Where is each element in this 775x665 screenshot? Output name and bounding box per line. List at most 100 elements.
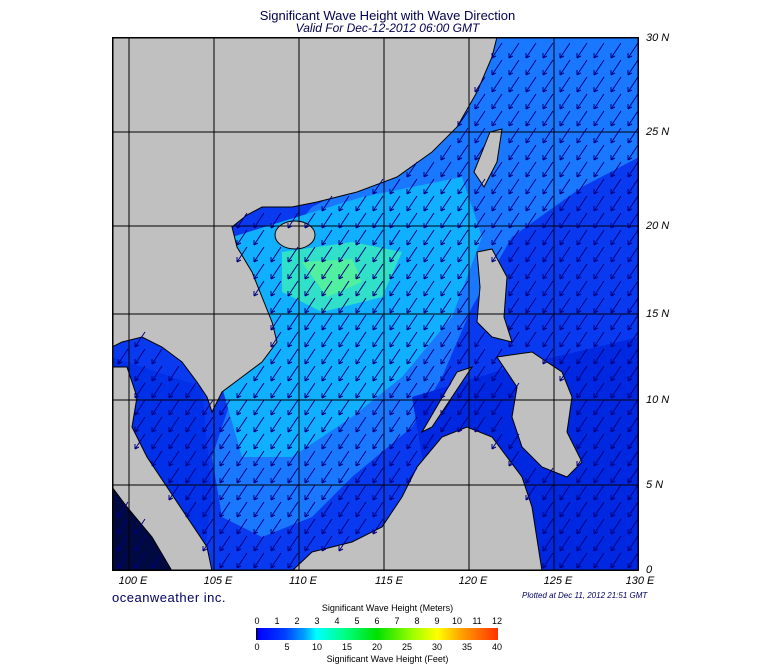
wave-direction-arrow [542, 93, 554, 110]
wave-direction-arrow [542, 331, 554, 348]
wave-direction-arrow [270, 331, 282, 348]
wave-direction-arrow [321, 297, 333, 314]
wave-direction-arrow [457, 110, 469, 127]
wave-direction-arrow [253, 263, 265, 280]
wave-direction-arrow [576, 110, 588, 127]
wave-direction-arrow [542, 552, 554, 569]
wave-direction-arrow [610, 110, 622, 127]
wave-direction-arrow [627, 331, 639, 348]
wave-direction-arrow [525, 246, 537, 263]
wave-direction-arrow [168, 399, 180, 416]
lon-label: 115 E [375, 575, 403, 587]
wave-direction-arrow [559, 93, 571, 110]
wave-direction-arrow [559, 76, 571, 93]
wave-direction-arrow [593, 314, 605, 331]
wave-direction-arrow [287, 552, 299, 569]
wave-direction-arrow [593, 144, 605, 161]
wave-direction-arrow [423, 212, 435, 229]
wave-direction-arrow [304, 518, 316, 535]
wave-direction-arrow [559, 535, 571, 552]
wave-direction-arrow [134, 433, 146, 450]
wave-direction-arrow [304, 263, 316, 280]
wave-height-map [112, 37, 639, 571]
lat-label: 30 N [646, 32, 670, 44]
colorbar-tick: 12 [491, 616, 503, 626]
colorbar-tick: 11 [472, 616, 482, 626]
wave-direction-arrow [219, 450, 231, 467]
wave-direction-arrow [270, 263, 282, 280]
wave-direction-arrow [236, 467, 248, 484]
wave-direction-arrow [338, 246, 350, 263]
wave-direction-arrow [525, 76, 537, 93]
wave-direction-arrow [440, 314, 452, 331]
wave-direction-arrow [134, 399, 146, 416]
wave-direction-arrow [219, 399, 231, 416]
wave-direction-arrow [406, 212, 418, 229]
wave-direction-arrow [270, 314, 282, 331]
wave-direction-arrow [202, 416, 214, 433]
wave-direction-arrow [338, 416, 350, 433]
wave-direction-arrow [457, 178, 469, 195]
wave-direction-arrow [593, 93, 605, 110]
wave-direction-arrow [610, 59, 622, 76]
wave-direction-arrow [610, 399, 622, 416]
wave-direction-arrow [168, 467, 180, 484]
wave-direction-arrow [525, 127, 537, 144]
wave-direction-arrow [304, 297, 316, 314]
wave-direction-arrow [576, 535, 588, 552]
wave-direction-arrow [236, 212, 248, 229]
wave-direction-arrow [253, 382, 265, 399]
wave-direction-arrow [219, 552, 231, 569]
wave-direction-arrow [525, 42, 537, 59]
wave-direction-arrow [593, 195, 605, 212]
wave-direction-arrow [576, 518, 588, 535]
wave-direction-arrow [491, 110, 503, 127]
wave-direction-arrow [440, 161, 452, 178]
wave-direction-arrow [508, 195, 520, 212]
wave-direction-arrow [304, 280, 316, 297]
wave-direction-arrow [508, 127, 520, 144]
wave-direction-arrow [593, 42, 605, 59]
wave-direction-arrows [117, 42, 639, 569]
wave-direction-arrow [406, 178, 418, 195]
wave-direction-arrow [474, 110, 486, 127]
wave-direction-arrow [185, 450, 197, 467]
colorbar-tick: 7 [394, 616, 400, 626]
land-malay-peninsula [112, 366, 213, 571]
wave-direction-arrow [457, 229, 469, 246]
wave-direction-arrow [525, 59, 537, 76]
wave-direction-arrow [389, 297, 401, 314]
wave-direction-arrow [491, 229, 503, 246]
wave-direction-arrow [593, 110, 605, 127]
wave-direction-arrow [610, 144, 622, 161]
wave-direction-arrow [355, 399, 367, 416]
wave-direction-arrow [440, 195, 452, 212]
wave-direction-arrow [508, 110, 520, 127]
wave-direction-arrow [321, 399, 333, 416]
wave-direction-arrow [593, 59, 605, 76]
wave-direction-arrow [270, 246, 282, 263]
wave-direction-arrow [355, 518, 367, 535]
wave-direction-arrow [253, 450, 265, 467]
map-title: Significant Wave Height with Wave Direct… [259, 8, 516, 23]
wave-direction-arrow [236, 501, 248, 518]
wave-direction-arrow [508, 76, 520, 93]
land-borneo [291, 426, 543, 571]
wave-direction-arrow [338, 382, 350, 399]
wave-direction-arrow [372, 229, 384, 246]
wave-direction-arrow [117, 535, 129, 552]
lat-label: 5 N [646, 479, 664, 491]
wave-direction-arrow [440, 229, 452, 246]
wave-direction-arrow [287, 467, 299, 484]
lat-label: 20 N [646, 220, 670, 232]
wave-direction-arrow [321, 416, 333, 433]
wave-direction-arrow [270, 280, 282, 297]
wave-direction-arrow [491, 246, 503, 263]
wave-direction-arrow [321, 246, 333, 263]
wave-direction-arrow [253, 433, 265, 450]
wave-direction-arrow [627, 348, 639, 365]
wave-direction-arrow [559, 263, 571, 280]
wave-direction-arrow [355, 229, 367, 246]
wave-direction-arrow [355, 484, 367, 501]
wave-direction-arrow [508, 178, 520, 195]
